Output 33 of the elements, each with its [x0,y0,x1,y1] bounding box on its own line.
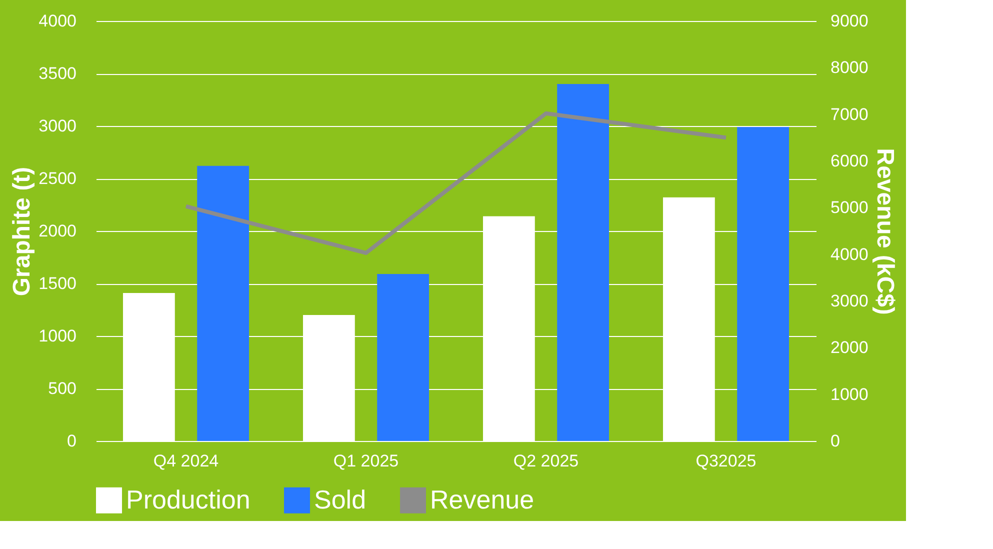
y2-tick-label: 7000 [830,104,868,124]
y-tick-label: 1000 [38,326,76,346]
y-tick-label: 2000 [38,222,76,240]
y-tick-label: 1500 [38,274,76,293]
y-tick-label: 3000 [38,116,76,136]
y-tick-label: 3500 [38,64,76,83]
y2-tick-label: 0 [830,432,840,450]
legend-label: Production [126,484,250,514]
bar [377,274,429,441]
legend-label: Sold [314,484,366,514]
y2-axis-title: Revenue (kC$) [871,148,898,315]
x-tick-label: Q32025 [696,452,756,470]
y-axis-title: Graphite (t) [8,166,36,296]
x-tick-label: Q2 2025 [513,452,579,470]
y2-tick-label: 8000 [830,58,868,78]
x-tick-label: Q1 2025 [333,452,399,470]
bar [737,127,789,441]
y2-tick-label: 5000 [830,198,868,218]
y-tick-label: 4000 [38,12,76,30]
y-tick-label: 2500 [38,169,76,188]
y-tick-label: 0 [67,432,76,450]
y2-tick-label: 6000 [830,152,868,170]
x-tick-label: Q4 2024 [153,452,219,470]
bar [557,84,609,441]
y2-tick-label: 2000 [830,338,868,358]
y2-tick-label: 1000 [830,384,868,404]
y2-tick-label: 4000 [830,244,868,264]
line-series [184,111,728,255]
bar [197,166,249,441]
y-tick-label: 500 [48,379,76,398]
y2-tick-label: 9000 [830,12,868,30]
legend-label: Revenue [430,484,534,514]
y2-tick-label: 3000 [830,292,868,310]
